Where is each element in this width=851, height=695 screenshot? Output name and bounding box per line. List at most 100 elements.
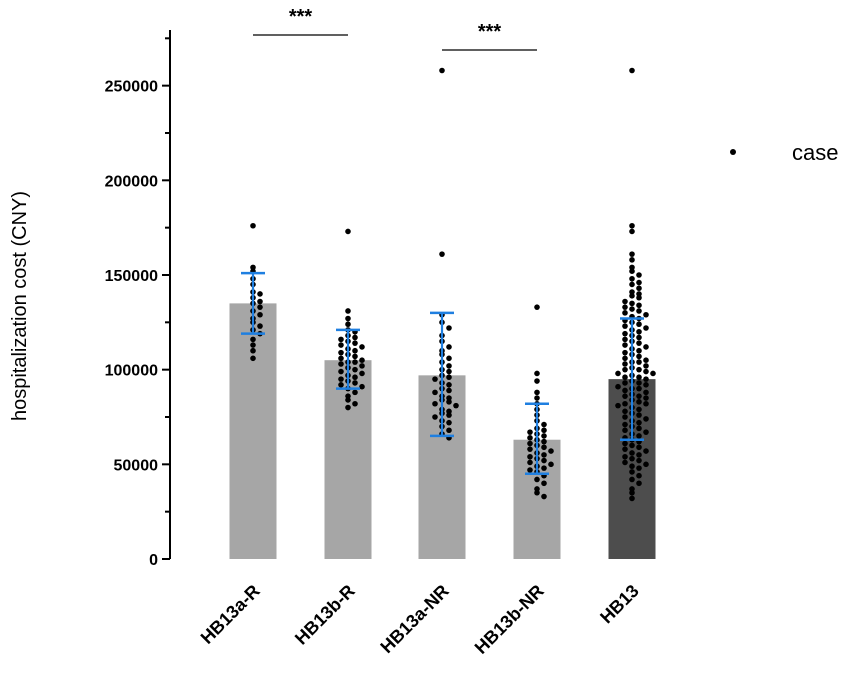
case-point [352, 389, 358, 396]
case-point [446, 344, 452, 350]
case-point [629, 455, 635, 462]
y-tick-label: 200000 [105, 173, 158, 190]
case-point [541, 457, 547, 464]
case-point [643, 389, 649, 396]
case-point [446, 399, 452, 405]
case-point [541, 427, 547, 434]
case-point [622, 310, 628, 316]
case-point [359, 383, 365, 390]
case-point [534, 389, 540, 396]
case-point [622, 387, 628, 394]
case-point [338, 376, 344, 382]
case-point [352, 340, 358, 346]
case-point [636, 347, 642, 354]
case-point [541, 421, 547, 428]
case-point [352, 380, 358, 386]
case-point [636, 393, 642, 399]
case-point [636, 385, 642, 392]
case-point [527, 440, 533, 447]
case-point [636, 366, 642, 373]
case-point [629, 251, 635, 257]
case-point [446, 387, 452, 394]
case-point [622, 361, 628, 367]
x-tick-label: HB13b-R [291, 581, 359, 649]
legend: case [730, 140, 838, 165]
case-point [432, 400, 438, 407]
case-point [338, 368, 344, 375]
case-point [352, 366, 358, 373]
bar-HB13b-R [324, 360, 372, 559]
case-point [643, 429, 649, 435]
case-point [352, 334, 358, 341]
x-tick-label: HB13a-NR [376, 581, 452, 657]
case-point [527, 453, 533, 460]
case-point [636, 340, 642, 346]
case-point [548, 461, 554, 468]
case-point [636, 353, 642, 360]
case-point [534, 489, 540, 496]
case-point [534, 395, 540, 401]
case-point [629, 67, 635, 74]
case-point [541, 493, 547, 500]
case-point [446, 427, 452, 434]
case-point [636, 279, 642, 286]
case-point [622, 400, 628, 407]
y-tick-label: 50000 [114, 457, 159, 474]
case-point [622, 342, 628, 348]
case-point [359, 344, 365, 350]
y-axis: 0 50000 100000 150000 200000 250000 [105, 30, 171, 569]
case-point [629, 495, 635, 502]
case-point [629, 281, 635, 288]
case-point [629, 450, 635, 456]
case-point [257, 311, 263, 318]
case-point [541, 444, 547, 451]
case-point [629, 469, 635, 475]
case-point [338, 382, 344, 388]
case-point [643, 395, 649, 401]
case-point [629, 476, 635, 483]
case-point [622, 336, 628, 343]
case-points-layer [250, 67, 656, 502]
case-point [345, 228, 351, 235]
case-point [527, 429, 533, 435]
case-point [636, 412, 642, 418]
case-point [643, 357, 649, 363]
case-point [432, 414, 438, 420]
case-point [643, 416, 649, 422]
case-point [250, 222, 256, 229]
case-point [622, 440, 628, 447]
case-point [622, 355, 628, 362]
case-point [615, 383, 621, 390]
case-point [629, 257, 635, 263]
case-point [446, 382, 452, 388]
case-point [629, 300, 635, 307]
case-point [345, 308, 351, 314]
case-point [622, 323, 628, 329]
legend-label-case: case [792, 140, 838, 165]
case-point [439, 251, 445, 257]
case-point [650, 370, 656, 377]
case-point [622, 380, 628, 386]
case-point [636, 294, 642, 301]
significance-label: *** [289, 6, 313, 28]
case-point [629, 268, 635, 275]
case-point [636, 285, 642, 292]
case-point [527, 459, 533, 466]
case-point [439, 67, 445, 74]
case-point [643, 376, 649, 382]
y-tick-label: 100000 [105, 363, 158, 380]
case-point [257, 323, 263, 329]
case-point [622, 330, 628, 337]
case-point [527, 467, 533, 473]
case-point [629, 442, 635, 449]
case-point [250, 347, 256, 354]
case-point [534, 370, 540, 377]
case-point [345, 404, 351, 411]
error-bars-layer [241, 271, 644, 476]
case-point [338, 336, 344, 343]
case-point [432, 376, 438, 382]
case-point [250, 342, 256, 348]
case-point [345, 321, 351, 328]
case-point [548, 448, 554, 454]
case-point [446, 419, 452, 426]
